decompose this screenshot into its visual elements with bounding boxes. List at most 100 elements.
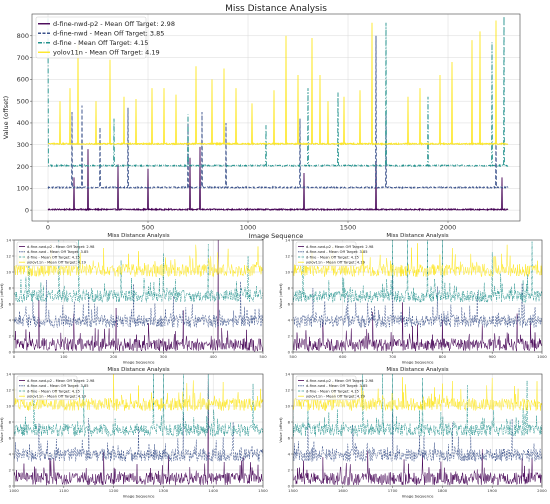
y-axis-label: Value (offset) [0,283,4,309]
y-tick-label: 0 [25,206,29,214]
y-tick-label: 6 [288,435,291,440]
y-tick-label: 2 [9,333,12,338]
series-line-3 [293,243,542,278]
legend-label-1: d-fine-nwd - Mean Off Target: 3.85 [27,384,89,388]
legend-label-3: yolov11n - Mean Off Target: 4.19 [306,394,366,398]
y-tick-label: 8 [9,285,12,290]
y-tick-label: 10 [285,403,290,408]
x-tick-label: 0 [13,354,16,359]
series-line-2 [14,240,263,303]
x-tick-label: 1200 [109,488,119,493]
x-tick-label: 300 [160,354,168,359]
plot-frame [292,239,543,353]
y-tick-label: 8 [9,419,12,424]
y-tick-label: 4 [9,317,12,322]
x-tick-label: 1900 [487,488,497,493]
plot-frame [13,373,264,487]
x-tick-label: 400 [210,354,218,359]
legend-box [295,241,357,267]
y-tick-label: 100 [17,185,29,193]
legend-label-2: d-fine - Mean Off Target: 4.15 [27,389,80,393]
plot-frame [13,239,264,353]
x-axis-label: Image Sequence [249,232,304,240]
x-tick-label: 900 [489,354,497,359]
y-tick-label: 0 [9,349,12,354]
chart-panel-2: 500 600 700 800 900 1000 0 2 4 6 8 10 12 14 Miss Dista… [278,233,547,365]
legend-label-3: yolov11n - Mean Off Target: 4.19 [53,49,160,57]
x-tick-label: 500 [259,354,267,359]
series-line-0 [293,449,542,486]
series-line-2 [293,240,542,303]
y-tick-label: 8 [288,419,291,424]
x-axis-label: Image Sequence [402,494,434,499]
legend-box [295,375,357,401]
y-tick-label: 300 [17,141,29,149]
y-tick-label: 14 [6,237,11,242]
legend-label-2: d-fine - Mean Off Target: 4.15 [53,39,148,47]
y-tick-label: 12 [6,253,11,258]
y-tick-label: 400 [17,119,29,127]
series-line-0 [14,374,263,486]
y-tick-label: 4 [288,451,291,456]
chart-panel-4: 1500 1600 1700 1800 1900 2000 0 2 4 6 8 10 12 14 Miss … [278,367,547,499]
x-tick-label: 200 [110,354,118,359]
x-tick-label: 800 [439,354,447,359]
legend-label-0: d-fine-nwd-p2 - Mean Off Target: 2.98 [27,245,95,249]
chart-title: Miss Distance Analysis [386,233,448,239]
legend-label-0: d-fine-nwd-p2 - Mean Off Target: 2.98 [306,379,374,383]
y-tick-label: 14 [285,371,290,376]
plot-frame [31,13,521,222]
legend-label-2: d-fine - Mean Off Target: 4.15 [27,255,80,259]
x-tick-label: 2000 [440,224,457,232]
legend-box [16,375,78,401]
x-tick-label: 1300 [159,488,169,493]
legend: d-fine-nwd-p2 - Mean Off Target: 2.98 d-f… [16,241,95,267]
x-tick-label: 1000 [9,488,19,493]
series-line-2 [47,16,509,168]
x-tick-label: 0 [46,224,50,232]
legend-label-3: yolov11n - Mean Off Target: 4.19 [27,260,87,264]
x-tick-label: 1800 [438,488,448,493]
y-tick-label: 12 [6,387,11,392]
y-tick-label: 6 [9,301,12,306]
series-group [47,16,509,212]
series-line-0 [47,146,509,212]
legend-label-3: yolov11n - Mean Off Target: 4.19 [27,394,87,398]
series-group [14,374,263,486]
series-line-0 [293,302,542,352]
legend-label-0: d-fine-nwd-p2 - Mean Off Target: 2.98 [53,20,175,28]
legend-label-1: d-fine-nwd - Mean Off Target: 3.85 [306,250,368,254]
legend: d-fine-nwd-p2 - Mean Off Target: 2.98d-f… [16,375,95,401]
chart-title: Miss Distance Analysis [225,4,327,14]
legend-box [16,241,78,267]
chart-title: Miss Distance Analysis [107,367,169,373]
y-tick-label: 6 [288,301,291,306]
y-tick-label: 2 [288,333,291,338]
chart-title: Miss Distance Analysis [107,233,169,239]
y-axis-label: Value (offset) [278,283,283,309]
legend-box [35,16,147,59]
y-tick-label: 700 [17,54,29,62]
x-tick-label: 1700 [388,488,398,493]
x-tick-label: 1600 [338,488,348,493]
y-tick-label: 0 [9,483,12,488]
series-group [14,240,263,352]
y-tick-label: 6 [9,435,12,440]
legend-label-2: d-fine - Mean Off Target: 4.15 [306,389,359,393]
x-tick-label: 1500 [340,224,357,232]
chart-panel-0: 0 500 1000 1500 2000 0 100 200 300 400 500 600 700 80… [2,4,521,240]
series-line-2 [293,374,542,437]
y-tick-label: 4 [288,317,291,322]
chart-title: Miss Distance Analysis [386,367,448,373]
x-tick-label: 1000 [537,354,547,359]
legend-label-1: d-fine-nwd - Mean Off Target: 3.85 [306,384,368,388]
y-tick-label: 0 [288,483,291,488]
y-tick-label: 12 [285,387,290,392]
series-line-3 [47,20,509,146]
y-tick-label: 10 [285,269,290,274]
y-tick-label: 14 [285,237,290,242]
y-tick-label: 14 [6,371,11,376]
plot-frame [292,373,543,487]
series-line-1 [47,35,509,190]
